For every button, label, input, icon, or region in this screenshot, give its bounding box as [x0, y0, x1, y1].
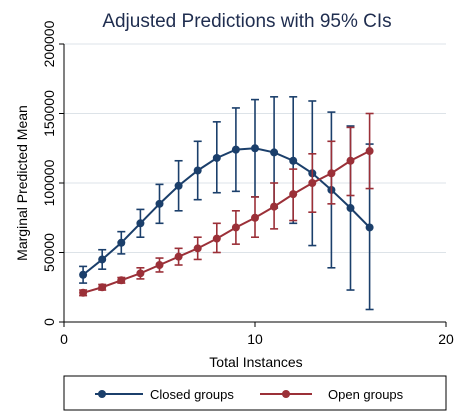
y-axis-label: Marginal Predicted Mean — [14, 105, 30, 261]
series-line-open — [82, 150, 371, 294]
data-point-open — [174, 252, 183, 261]
x-tick-label: 10 — [247, 331, 263, 347]
data-point-open — [251, 213, 259, 222]
data-point-open — [117, 276, 126, 285]
y-tick-label: 150000 — [41, 90, 57, 137]
data-point-open — [327, 169, 336, 178]
data-point-open — [212, 234, 221, 243]
data-point-open — [289, 190, 298, 199]
data-point-open — [79, 288, 88, 297]
legend-closed-marker — [98, 390, 106, 398]
data-point-closed — [155, 199, 164, 208]
data-point-open — [308, 179, 317, 187]
x-tick-label: 20 — [438, 331, 454, 347]
data-point-closed — [117, 238, 126, 247]
y-tick-label: 100000 — [41, 159, 57, 206]
data-point-open — [193, 244, 202, 253]
legend-open-marker — [282, 390, 290, 398]
data-point-closed — [365, 223, 374, 232]
legend-open-label: Open groups — [328, 387, 404, 402]
series-line-closed — [82, 147, 371, 276]
data-point-open — [346, 156, 355, 165]
data-point-closed — [346, 204, 355, 213]
data-point-closed — [98, 255, 107, 264]
data-point-closed — [270, 148, 279, 157]
data-point-open — [231, 223, 240, 232]
data-point-closed — [193, 166, 202, 175]
data-point-closed — [174, 181, 183, 190]
data-point-open — [365, 147, 374, 156]
x-tick-label: 0 — [60, 331, 68, 347]
data-point-closed — [231, 145, 240, 154]
data-point-open — [270, 202, 279, 211]
legend-closed-label: Closed groups — [150, 387, 234, 402]
data-point-open — [98, 283, 107, 292]
data-point-closed — [79, 270, 88, 279]
series-open — [79, 112, 374, 297]
chart-title: Adjusted Predictions with 95% CIs — [102, 11, 391, 32]
data-point-closed — [212, 153, 221, 162]
x-axis-ticks: 0 10 20 — [60, 322, 454, 347]
series-layer — [79, 96, 374, 311]
data-point-open — [155, 261, 164, 270]
y-tick-label: 50000 — [41, 233, 57, 272]
legend: Closed groups Open groups — [63, 375, 447, 411]
y-tick-label: 200000 — [41, 20, 57, 67]
data-point-closed — [251, 144, 259, 153]
x-axis-label: Total Instances — [209, 354, 302, 370]
data-point-closed — [289, 156, 298, 165]
y-tick-label: 0 — [41, 318, 57, 326]
y-axis-ticks: 0 50000 100000 150000 200000 — [41, 20, 64, 326]
data-point-open — [136, 269, 145, 278]
data-point-closed — [136, 219, 145, 228]
